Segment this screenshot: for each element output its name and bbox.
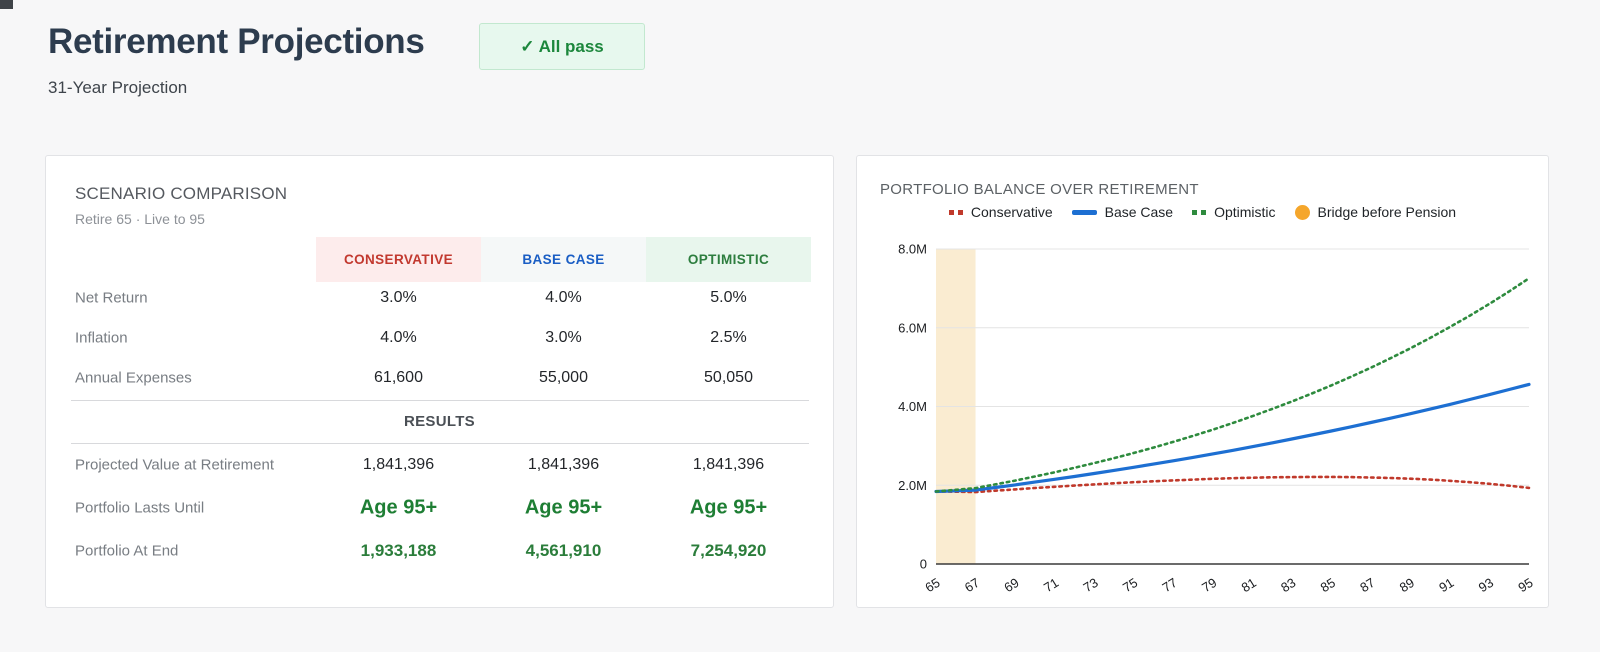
table-row-portfolio-lasts-until: Portfolio Lasts Until Age 95+ Age 95+ Ag… [46,486,833,529]
cell-value: 4,561,910 [525,540,602,560]
cell-value: Age 95+ [359,496,438,518]
legend-item-optimistic: Optimistic [1192,204,1276,220]
row-label: Inflation [75,329,128,347]
table-row-annual-expenses: Annual Expenses 61,600 55,000 50,050 [46,358,833,398]
cell-value: Age 95+ [689,496,768,518]
x-axis-tick-label: 91 [1436,575,1456,595]
cell-value: 55,000 [539,369,588,386]
scenario-card-title: SCENARIO COMPARISON [75,184,288,203]
portfolio-chart-card: PORTFOLIO BALANCE OVER RETIREMENT Conser… [856,155,1549,608]
x-axis-tick-label: 85 [1318,575,1338,595]
window-corner-artifact [0,0,13,9]
legend-label: Bridge before Pension [1317,204,1457,220]
cell-value: 3.0% [545,329,582,346]
series-line-base-case [934,382,1531,494]
x-axis-tick-label: 83 [1278,575,1298,595]
x-axis-tick-label: 67 [962,575,982,595]
row-label: Net Return [75,289,148,307]
legend-label: Optimistic [1214,204,1276,220]
page-title: Retirement Projections [48,22,425,61]
legend-label: Base Case [1104,204,1174,220]
cell-value: 4.0% [380,329,417,346]
x-axis-tick-label: 65 [922,575,942,595]
x-axis-tick-label: 93 [1476,575,1496,595]
divider [71,443,809,444]
cell-value: 3.0% [380,289,417,306]
dotted-line-icon [1192,209,1207,215]
cell-value: 2.5% [710,329,747,346]
scenario-card-subtitle: Retire 65 · Live to 95 [75,211,205,227]
series-line-conservative [934,475,1531,494]
x-axis-tick-label: 87 [1357,575,1377,595]
circle-marker-icon [1294,204,1310,220]
x-axis-tick-label: 75 [1120,575,1140,595]
cell-value: Age 95+ [524,496,603,518]
row-label: Annual Expenses [75,369,192,387]
status-badge: ✓ All pass [479,23,645,70]
cell-value: 4.0% [545,289,582,306]
legend-item-bridge-before-pension: Bridge before Pension [1294,204,1457,220]
solid-line-icon [1071,209,1097,215]
scenario-table: CONSERVATIVE BASE CASE OPTIMISTIC Net Re… [46,156,833,607]
column-header-optimistic: OPTIMISTIC [646,237,811,282]
x-axis-tick-label: 69 [1001,575,1021,595]
column-header-conservative: CONSERVATIVE [316,237,481,282]
dotted-line-icon [948,209,963,215]
results-section-label: RESULTS [404,413,475,430]
y-axis-tick-label: 2.0M [898,478,927,493]
series-line-optimistic [934,277,1531,493]
y-axis-tick-label: 6.0M [898,320,927,335]
column-header-base-case: BASE CASE [481,237,646,282]
divider [71,400,809,401]
page-header: Retirement Projections 31-Year Projectio… [48,22,425,98]
y-axis-tick-label: 4.0M [898,399,927,414]
cell-value: 7,254,920 [690,540,767,560]
cell-value: 50,050 [704,369,753,386]
y-axis-tick-label: 0 [920,557,927,572]
x-axis-tick-label: 71 [1041,575,1061,595]
cell-value: 5.0% [710,289,747,306]
cell-value: 1,841,396 [692,456,765,473]
chart-title: PORTFOLIO BALANCE OVER RETIREMENT [880,181,1199,198]
table-row-portfolio-at-end: Portfolio At End 1,933,188 4,561,910 7,2… [46,529,833,572]
legend-item-conservative: Conservative [948,204,1053,220]
row-label: Portfolio Lasts Until [75,499,205,516]
x-axis-tick-label: 73 [1081,575,1101,595]
x-axis-tick-label: 95 [1515,575,1535,595]
x-axis-tick-label: 79 [1199,575,1219,595]
row-label: Portfolio At End [75,542,179,559]
x-axis-tick-label: 89 [1397,575,1417,595]
row-label: Projected Value at Retirement [75,456,274,474]
legend-item-base-case: Base Case [1071,204,1174,220]
chart-legend: Conservative Base Case Optimistic Bridge… [857,204,1548,220]
legend-label: Conservative [970,204,1053,220]
y-axis-tick-label: 8.0M [898,242,927,257]
page-subtitle: 31-Year Projection [48,78,188,97]
cell-value: 61,600 [374,369,423,386]
portfolio-line-chart[interactable]: 0 2.0M 4.0M 6.0M 8.0M 65 67 69 71 73 75 77 79 81 83 85 8… [857,156,1548,607]
x-axis-tick-label: 81 [1239,575,1259,595]
cell-value: 1,933,188 [360,540,437,560]
table-row-net-return: Net Return 3.0% 4.0% 5.0% [46,278,833,318]
table-row-inflation: Inflation 4.0% 3.0% 2.5% [46,318,833,358]
x-axis-tick-label: 77 [1160,575,1180,595]
cell-value: 1,841,396 [527,456,600,473]
scenario-comparison-card: SCENARIO COMPARISON Retire 65 · Live to … [45,155,834,608]
table-row-projected-value: Projected Value at Retirement 1,841,396 … [46,444,833,486]
cell-value: 1,841,396 [362,456,435,473]
